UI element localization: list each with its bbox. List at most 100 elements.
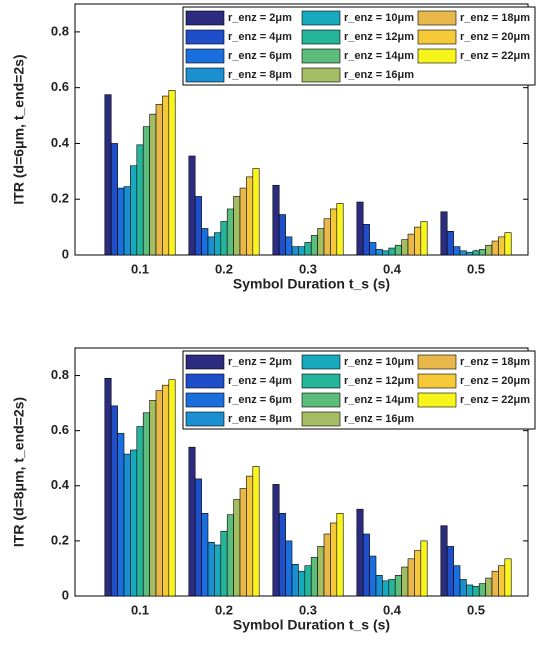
bar: [239, 488, 247, 597]
bar: [123, 186, 131, 256]
legend-box: [182, 350, 536, 430]
bar: [285, 236, 293, 256]
bar: [504, 558, 512, 597]
x-axis-label: Symbol Duration t_s (s): [233, 617, 390, 633]
y-tick-label: 0.8: [51, 23, 69, 38]
legend-label: r_enz = 4μm: [228, 375, 292, 387]
legend-swatch: [301, 373, 341, 389]
legend-swatch: [417, 392, 457, 408]
bar: [498, 565, 506, 597]
y-tick-label: 0.4: [51, 477, 70, 492]
x-tick-label: 0.5: [467, 602, 485, 617]
legend-swatch: [301, 48, 341, 64]
bar: [291, 246, 299, 256]
bar: [459, 250, 467, 256]
bar: [498, 236, 506, 256]
legend-label: r_enz = 16μm: [344, 69, 414, 81]
bar: [272, 184, 280, 256]
bar: [110, 405, 118, 597]
legend-swatch: [185, 392, 225, 408]
legend-swatch: [301, 29, 341, 45]
bar: [375, 575, 383, 597]
x-tick-label: 0.3: [299, 602, 317, 617]
legend-swatch: [301, 411, 341, 427]
bar: [278, 513, 286, 597]
bar: [453, 565, 461, 597]
bar: [239, 187, 247, 256]
bar: [453, 246, 461, 256]
bar: [420, 540, 428, 597]
bar: [278, 214, 286, 256]
bar: [298, 570, 306, 597]
bar: [207, 236, 215, 256]
legend-label: r_enz = 6μm: [228, 394, 292, 406]
bar: [130, 165, 138, 256]
bar: [220, 221, 228, 256]
bar: [226, 208, 234, 256]
legend-label: r_enz = 8μm: [228, 413, 292, 425]
bar: [414, 226, 422, 256]
y-axis-label: ITR (d=6μm, t_end=2s): [11, 54, 27, 204]
legend-swatch: [185, 373, 225, 389]
bar: [446, 546, 454, 597]
legend-label: r_enz = 18μm: [460, 356, 530, 368]
bar: [491, 240, 499, 256]
bar: [168, 379, 176, 597]
legend-label: r_enz = 22μm: [460, 50, 530, 62]
bar: [317, 228, 325, 256]
bar: [149, 400, 157, 597]
bar: [336, 513, 344, 597]
bar: [130, 449, 138, 597]
y-axis-label: ITR (d=8μm, t_end=2s): [11, 397, 27, 547]
bar: [246, 475, 254, 597]
legend-label: r_enz = 6μm: [228, 50, 292, 62]
bar: [252, 168, 260, 256]
bar: [162, 384, 170, 597]
legend-box: [182, 6, 536, 86]
legend-swatch: [185, 10, 225, 26]
legend-swatch: [301, 67, 341, 83]
bar: [459, 579, 467, 597]
bar: [104, 94, 112, 256]
legend-label: r_enz = 20μm: [460, 375, 530, 387]
bar: [136, 144, 144, 256]
bar: [375, 249, 383, 256]
bar: [168, 90, 176, 256]
legend-label: r_enz = 2μm: [228, 12, 292, 24]
bar: [491, 570, 499, 597]
y-tick-label: 0.2: [51, 532, 69, 547]
bar: [188, 155, 196, 256]
bar: [420, 221, 428, 256]
bar: [485, 244, 493, 256]
bar: [104, 378, 112, 597]
legend-swatch: [301, 10, 341, 26]
y-tick-label: 0.6: [51, 422, 69, 437]
x-tick-label: 0.2: [215, 261, 233, 276]
bar: [440, 525, 448, 597]
legend-label: r_enz = 12μm: [344, 375, 414, 387]
y-tick-label: 0: [62, 587, 69, 602]
bar: [369, 242, 377, 256]
y-tick-label: 0.6: [51, 79, 69, 94]
legend: r_enz = 2μm r_enz = 4μm r_enz = 6μm r_enz =…: [182, 350, 536, 430]
x-tick-label: 0.4: [383, 261, 402, 276]
bar: [149, 113, 157, 256]
legend-swatch: [417, 354, 457, 370]
panel: 0 0.2 0.4 0.6 0.8 0.1 0.2 0.3 0.4 0.5 Symbol Durat…: [11, 347, 536, 633]
bar: [356, 201, 364, 256]
bar: [246, 176, 254, 256]
bar: [142, 412, 150, 597]
bar: [304, 565, 312, 597]
bar: [330, 522, 338, 597]
bar: [362, 224, 370, 256]
legend-swatch: [185, 29, 225, 45]
legend-swatch: [417, 373, 457, 389]
bar: [369, 555, 377, 597]
bar: [446, 230, 454, 256]
legend-label: r_enz = 14μm: [344, 394, 414, 406]
bar: [285, 540, 293, 597]
legend-label: r_enz = 12μm: [344, 31, 414, 43]
legend-swatch: [185, 48, 225, 64]
y-tick-label: 0.8: [51, 367, 69, 382]
